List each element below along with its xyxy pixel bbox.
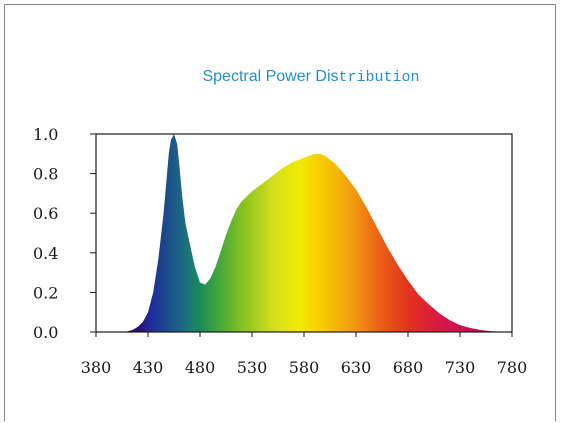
- chart-frame: Spectral Power Distribution 1.0 0.8 0.6 0.4…: [4, 4, 556, 421]
- y-tick-label: 0.4: [33, 244, 58, 263]
- x-tick-label: 430: [133, 358, 164, 377]
- chart-title: Spectral Power Distribution: [202, 68, 419, 86]
- x-tick-label: 680: [393, 358, 424, 377]
- y-tick-label: 0.0: [33, 323, 58, 342]
- y-tick-label: 0.8: [33, 165, 58, 184]
- spectral-chart: Spectral Power Distribution 1.0 0.8 0.6 0.4…: [33, 68, 528, 377]
- y-axis: 1.0 0.8 0.6 0.4 0.2 0.0: [33, 125, 96, 342]
- x-tick-label: 630: [341, 358, 372, 377]
- y-tick-label: 0.6: [33, 204, 58, 223]
- x-tick-label: 580: [289, 358, 320, 377]
- spectrum-area: [96, 134, 512, 332]
- chart-title-part-1: Spectral Power Dis: [202, 68, 338, 85]
- y-tick-label: 0.2: [33, 283, 58, 302]
- x-tick-label: 480: [185, 358, 216, 377]
- plot-area: [95, 133, 513, 333]
- x-axis: 380 430 480 530 580 630 680 730 780: [81, 332, 528, 377]
- y-tick-label: 1.0: [33, 125, 58, 144]
- x-tick-label: 730: [445, 358, 476, 377]
- x-tick-label: 530: [237, 358, 268, 377]
- x-tick-label: 380: [81, 358, 112, 377]
- x-tick-label: 780: [497, 358, 528, 377]
- chart-title-part-2: tribution: [339, 69, 420, 86]
